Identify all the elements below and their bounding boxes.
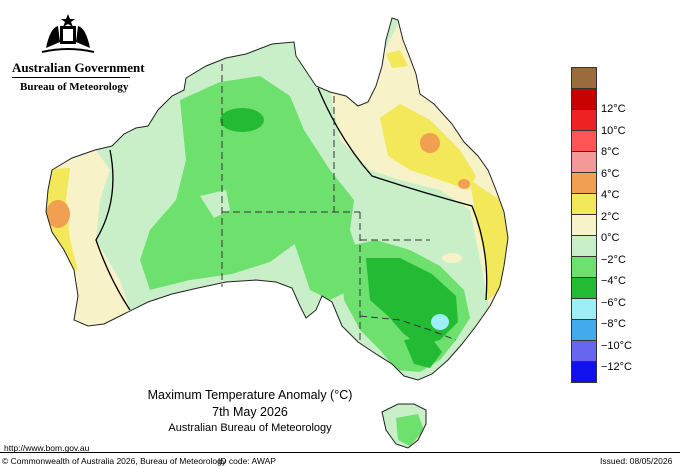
legend-swatch bbox=[571, 256, 597, 278]
legend-swatch bbox=[571, 151, 597, 173]
footer-id-code: ID code: AWAP bbox=[218, 456, 276, 466]
legend-label: −4°C bbox=[601, 275, 626, 287]
legend-swatch bbox=[571, 214, 597, 236]
legend-label: 4°C bbox=[601, 189, 620, 201]
legend-swatch bbox=[571, 193, 597, 215]
legend-label: −10°C bbox=[601, 339, 633, 352]
coastline bbox=[45, 17, 509, 381]
legend-label: 6°C bbox=[601, 167, 620, 180]
zero-contour-east bbox=[317, 87, 488, 301]
legend-swatch bbox=[571, 361, 597, 383]
legend-swatch bbox=[571, 88, 597, 110]
map-title: Maximum Temperature Anomaly (°C) bbox=[147, 388, 353, 402]
zero-contour-west bbox=[95, 149, 131, 311]
government-title: Australian Government bbox=[12, 60, 145, 75]
legend-label: 2°C bbox=[601, 210, 620, 223]
legend-label: 12°C bbox=[601, 103, 626, 115]
legend-swatch bbox=[571, 340, 597, 362]
legend-label: −6°C bbox=[601, 296, 626, 309]
legend-label: 10°C bbox=[601, 124, 626, 137]
legend-swatch bbox=[571, 172, 597, 194]
legend-swatch bbox=[571, 130, 597, 152]
coat-of-arms-icon bbox=[41, 14, 95, 53]
tasmania-coastline bbox=[381, 403, 427, 449]
legend-colorbar bbox=[571, 67, 597, 383]
legend-swatch bbox=[571, 235, 597, 257]
legend-label: −2°C bbox=[601, 253, 626, 266]
legend-swatch bbox=[571, 298, 597, 320]
legend-swatch bbox=[571, 67, 597, 89]
header-divider bbox=[12, 77, 130, 78]
state-borders bbox=[221, 64, 457, 342]
map-source: Australian Bureau of Meteorology bbox=[168, 422, 332, 434]
footer-url[interactable]: http://www.bom.gov.au bbox=[4, 443, 90, 453]
legend-label: 0°C bbox=[601, 232, 620, 244]
legend-swatch bbox=[571, 109, 597, 131]
legend-swatch bbox=[571, 277, 597, 299]
agency-title: Bureau of Meteorology bbox=[20, 81, 129, 93]
legend-swatch bbox=[571, 319, 597, 341]
legend-label: −12°C bbox=[601, 361, 633, 373]
footer-copyright: © Commonwealth of Australia 2026, Bureau… bbox=[2, 456, 227, 466]
legend-label: 8°C bbox=[601, 146, 620, 158]
footer-issued: Issued: 08/05/2026 bbox=[600, 456, 673, 466]
footer-divider bbox=[0, 452, 680, 453]
map-date: 7th May 2026 bbox=[212, 405, 288, 419]
legend-label: −8°C bbox=[601, 318, 626, 330]
